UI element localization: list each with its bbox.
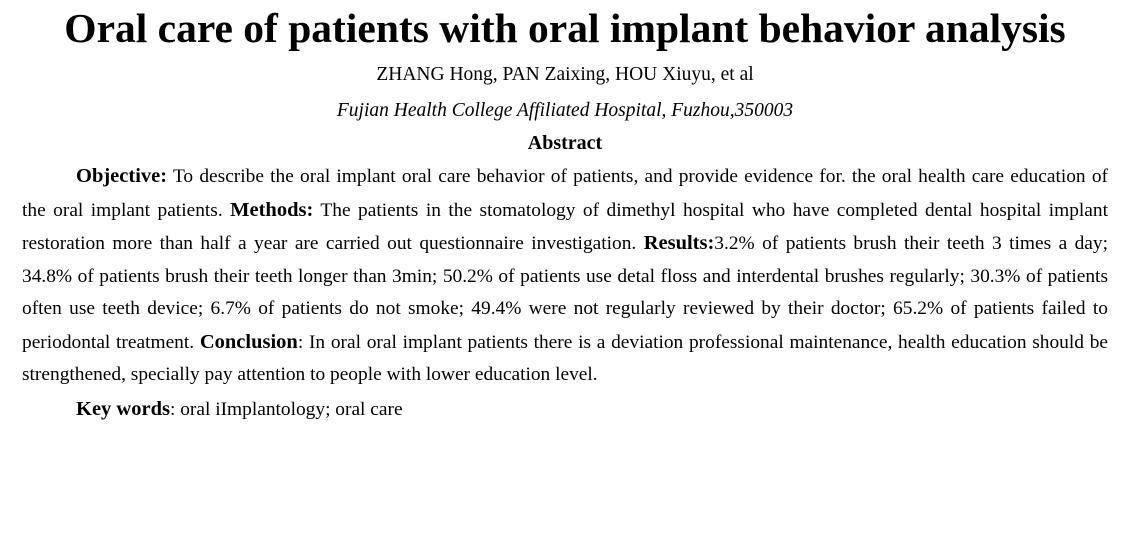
- keywords-line: Key words: oral iImplantology; oral care: [22, 396, 1108, 423]
- methods-label: Methods:: [230, 198, 314, 221]
- abstract-body: Objective: To describe the oral implant …: [22, 160, 1108, 392]
- keywords-label: Key words: [76, 397, 170, 420]
- conclusion-separator: :: [297, 331, 309, 353]
- objective-text: To describe the oral implant oral care b…: [22, 166, 1108, 221]
- author-affiliation: Fujian Health College Affiliated Hospita…: [336, 100, 794, 121]
- author-list: ZHANG Hong, PAN Zaixing, HOU Xiuyu, et a…: [376, 64, 754, 85]
- results-label: Results:: [643, 232, 715, 254]
- conclusion-text: In oral oral implant patients there is a…: [22, 331, 1108, 386]
- keywords-separator: :: [169, 398, 181, 420]
- paper-title: Oral care of patients with oral implant …: [64, 5, 1066, 51]
- objective-label: Objective:: [76, 165, 168, 187]
- abstract-heading: Abstract: [527, 132, 603, 154]
- keywords-text: oral iImplantology; oral care: [180, 398, 403, 420]
- results-text: 3.2% of patients brush their teeth 3 tim…: [22, 233, 1108, 353]
- methods-text: The patients in the stomatology of dimet…: [22, 199, 1108, 255]
- conclusion-label: Conclusion: [199, 330, 298, 353]
